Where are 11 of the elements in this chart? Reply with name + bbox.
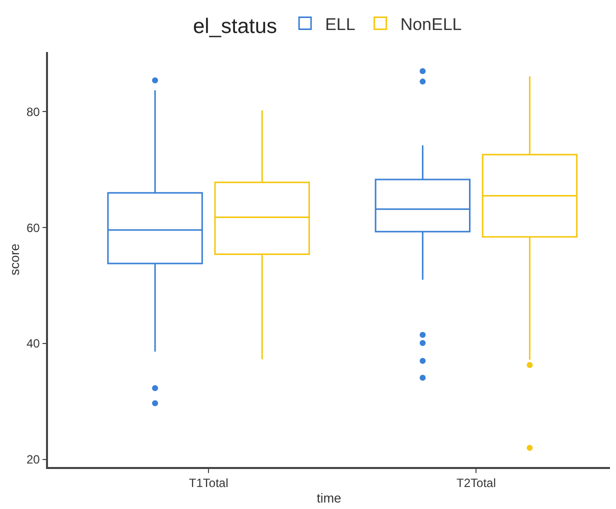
- legend-title: el_status: [193, 15, 278, 38]
- y-axis-title: score: [6, 244, 22, 276]
- y-tick-label: 20: [26, 452, 40, 467]
- x-tick-label: T1Total: [188, 476, 228, 490]
- x-axis-title: time: [316, 490, 342, 506]
- y-tick-label: 60: [26, 220, 40, 235]
- x-tick-label: T2Total: [456, 476, 496, 490]
- legend-label: NonELL: [400, 14, 462, 34]
- legend-label: ELL: [325, 14, 356, 34]
- y-tick-label: 40: [26, 336, 40, 351]
- y-tick-label: 80: [26, 104, 40, 119]
